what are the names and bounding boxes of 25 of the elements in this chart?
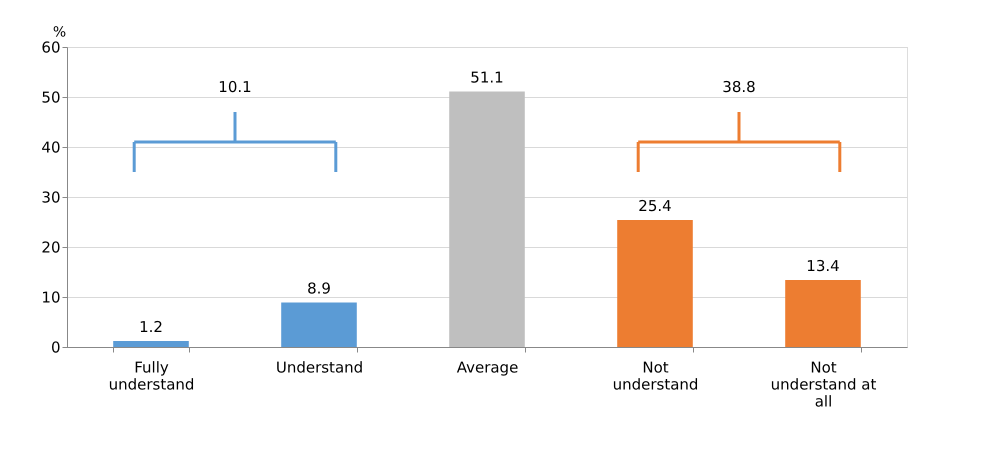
x-tick-label: Understand xyxy=(276,358,364,376)
bar xyxy=(785,280,861,347)
y-tick-label: 60 xyxy=(41,38,60,56)
y-tick-label: 50 xyxy=(41,88,60,106)
annotation: 38.8 xyxy=(722,78,756,96)
x-tick-label: Average xyxy=(456,358,518,376)
y-tick-label: 0 xyxy=(50,338,60,356)
y-tick-label: 20 xyxy=(41,238,60,256)
y-tick-label: 10 xyxy=(41,288,60,306)
data-label: 51.1 xyxy=(470,68,504,86)
data-label: 1.2 xyxy=(139,318,163,336)
annotation: 10.1 xyxy=(218,78,252,96)
x-tick-label: Not understand at all xyxy=(770,358,876,410)
y-tick-label: 40 xyxy=(41,138,60,156)
x-tick-label: Not understand xyxy=(612,358,698,394)
x-tick-label: Fully understand xyxy=(108,358,194,394)
bar xyxy=(281,302,357,347)
data-label: 13.4 xyxy=(806,257,840,275)
data-label: 8.9 xyxy=(307,280,331,298)
bar xyxy=(113,341,189,347)
data-label: 25.4 xyxy=(638,197,672,215)
bar xyxy=(617,220,693,347)
y-axis-title: % xyxy=(52,24,66,40)
y-tick-label: 30 xyxy=(41,188,60,206)
bar xyxy=(449,92,525,347)
